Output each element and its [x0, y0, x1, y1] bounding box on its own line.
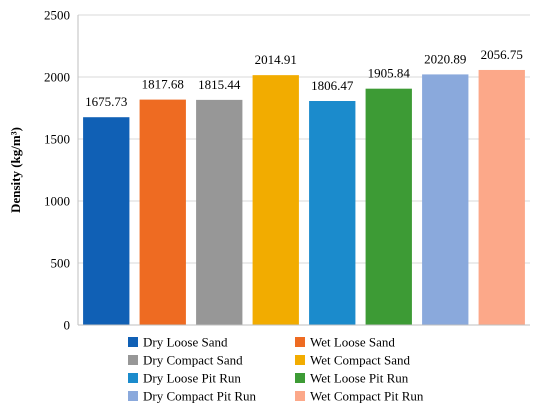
bar-dry-compact-sand: [196, 99, 243, 325]
data-label: 1817.68: [142, 77, 184, 92]
legend-item-wet-loose-sand: Wet Loose Sand: [295, 335, 395, 350]
y-tick-label: 1500: [44, 132, 70, 147]
bar-dry-loose-sand: [83, 117, 130, 326]
bar-wet-compact-sand: [252, 75, 299, 326]
data-label: 2020.89: [424, 51, 466, 66]
legend-item-dry-loose-pit-run: Dry Loose Pit Run: [128, 371, 241, 386]
legend-label: Dry Loose Pit Run: [143, 371, 241, 386]
data-label: 1905.84: [368, 66, 411, 81]
data-label: 1806.47: [311, 78, 354, 93]
legend-swatch: [295, 391, 305, 401]
bars: [83, 69, 525, 326]
legend-item-wet-compact-sand: Wet Compact Sand: [295, 353, 411, 368]
legend-swatch: [128, 373, 138, 383]
y-tick-labels: 0 500 1000 1500 2000 2500: [44, 8, 70, 333]
legend: Dry Loose Sand Wet Loose Sand Dry Compact …: [128, 335, 424, 404]
legend-label: Dry Loose Sand: [143, 335, 228, 350]
legend-item-dry-compact-pit-run: Dry Compact Pit Run: [128, 389, 257, 404]
bar-wet-loose-sand: [139, 99, 186, 325]
bar-wet-loose-pit-run: [365, 88, 412, 325]
legend-label: Wet Compact Pit Run: [310, 389, 424, 404]
y-tick-label: 2000: [44, 70, 70, 85]
data-label: 1675.73: [85, 94, 127, 109]
bar-wet-compact-pit-run: [478, 69, 525, 325]
legend-swatch: [128, 391, 138, 401]
legend-label: Dry Compact Sand: [143, 353, 243, 368]
data-label: 2014.91: [255, 52, 297, 67]
legend-swatch: [128, 355, 138, 365]
y-tick-label: 500: [51, 256, 71, 271]
y-tick-label: 2500: [44, 8, 70, 23]
y-tick-label: 0: [64, 318, 71, 333]
legend-label: Wet Loose Sand: [310, 335, 395, 350]
legend-label: Dry Compact Pit Run: [143, 389, 257, 404]
legend-swatch: [295, 355, 305, 365]
y-axis-label: Density (kg/m³): [8, 127, 23, 213]
bar-dry-loose-pit-run: [309, 100, 356, 326]
legend-item-dry-loose-sand: Dry Loose Sand: [128, 335, 228, 350]
legend-label: Wet Loose Pit Run: [310, 371, 409, 386]
legend-item-wet-loose-pit-run: Wet Loose Pit Run: [295, 371, 409, 386]
legend-swatch: [128, 337, 138, 347]
y-tick-label: 1000: [44, 194, 70, 209]
bar-dry-compact-pit-run: [422, 74, 469, 325]
data-label: 2056.75: [481, 47, 523, 62]
legend-item-dry-compact-sand: Dry Compact Sand: [128, 353, 243, 368]
data-label: 1815.44: [198, 77, 241, 92]
axes: [77, 15, 530, 326]
legend-swatch: [295, 337, 305, 347]
legend-item-wet-compact-pit-run: Wet Compact Pit Run: [295, 389, 424, 404]
legend-swatch: [295, 373, 305, 383]
legend-label: Wet Compact Sand: [310, 353, 411, 368]
data-labels: 1675.73 1817.68 1815.44 2014.91 1806.47 1905.…: [85, 47, 523, 109]
